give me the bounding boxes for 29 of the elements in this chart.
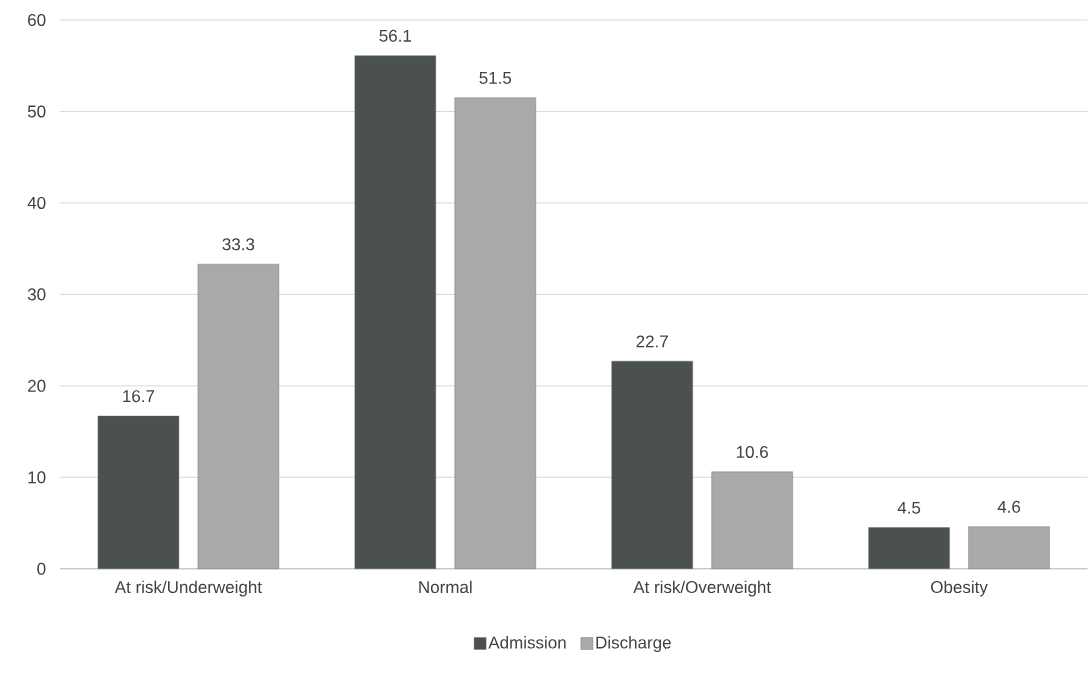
y-tick-label: 0 bbox=[37, 562, 46, 575]
y-tick-label: 60 bbox=[28, 14, 46, 27]
bar bbox=[97, 415, 180, 570]
y-tick-label: 10 bbox=[28, 471, 46, 484]
bar bbox=[711, 471, 793, 570]
bar bbox=[968, 526, 1050, 570]
y-tick-label: 20 bbox=[28, 379, 46, 392]
data-label: 33.3 bbox=[222, 238, 255, 251]
data-label: 4.6 bbox=[997, 500, 1021, 513]
x-tick-label: Obesity bbox=[931, 580, 988, 597]
data-label: 4.5 bbox=[897, 502, 921, 514]
bar bbox=[197, 264, 280, 570]
data-label: 56.1 bbox=[379, 29, 412, 42]
x-tick-label: At risk/Underweight bbox=[114, 580, 262, 597]
legend-label: Discharge bbox=[596, 636, 671, 653]
legend-label: Admission bbox=[488, 636, 566, 649]
x-tick-label: At risk/Overweight bbox=[633, 580, 771, 597]
data-label: 16.7 bbox=[123, 390, 155, 403]
bar bbox=[454, 97, 536, 570]
y-tick-label: 30 bbox=[27, 288, 46, 301]
data-label: 51.5 bbox=[479, 72, 512, 85]
bar bbox=[611, 361, 693, 570]
data-label: 10.6 bbox=[736, 446, 768, 459]
y-tick-label: 40 bbox=[27, 197, 46, 210]
bar bbox=[354, 55, 437, 570]
bar bbox=[868, 527, 950, 570]
x-tick-label: Normal bbox=[419, 580, 472, 594]
y-tick-label: 50 bbox=[27, 105, 46, 118]
data-label: 22.7 bbox=[636, 335, 668, 348]
